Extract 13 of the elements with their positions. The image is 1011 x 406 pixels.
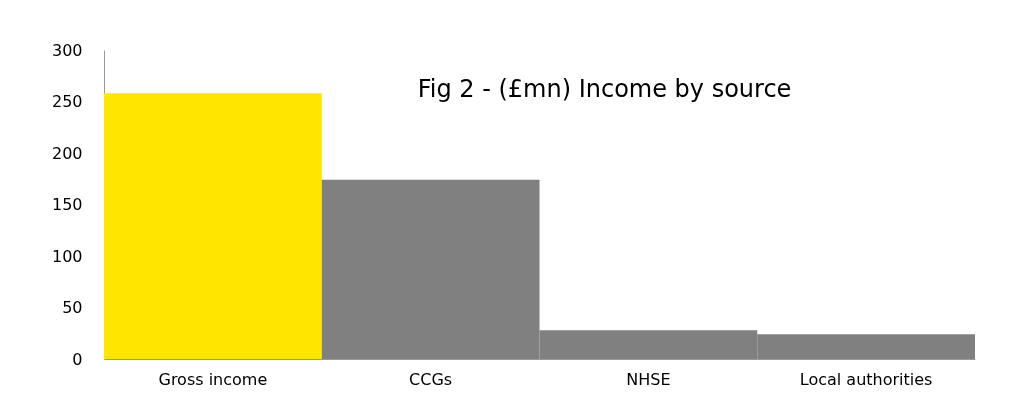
x-tick-label: Local authorities [799, 369, 933, 389]
x-tick-label: CCGs [409, 369, 453, 389]
bar [104, 93, 322, 359]
y-tick-label: 100 [51, 246, 83, 266]
y-tick-label: 200 [51, 143, 83, 163]
text: Fig 2 - (£mn) Income by source [417, 75, 792, 103]
y-tick-label: 250 [51, 92, 83, 111]
y-tick-label: 150 [51, 195, 83, 214]
x-tick-label: Gross income [158, 369, 268, 389]
y-tick-label: 50 [62, 298, 83, 317]
x-tick-label: NHSE [626, 369, 671, 389]
y-tick-label: 0 [72, 349, 83, 369]
y-tick-label: 300 [51, 40, 83, 60]
